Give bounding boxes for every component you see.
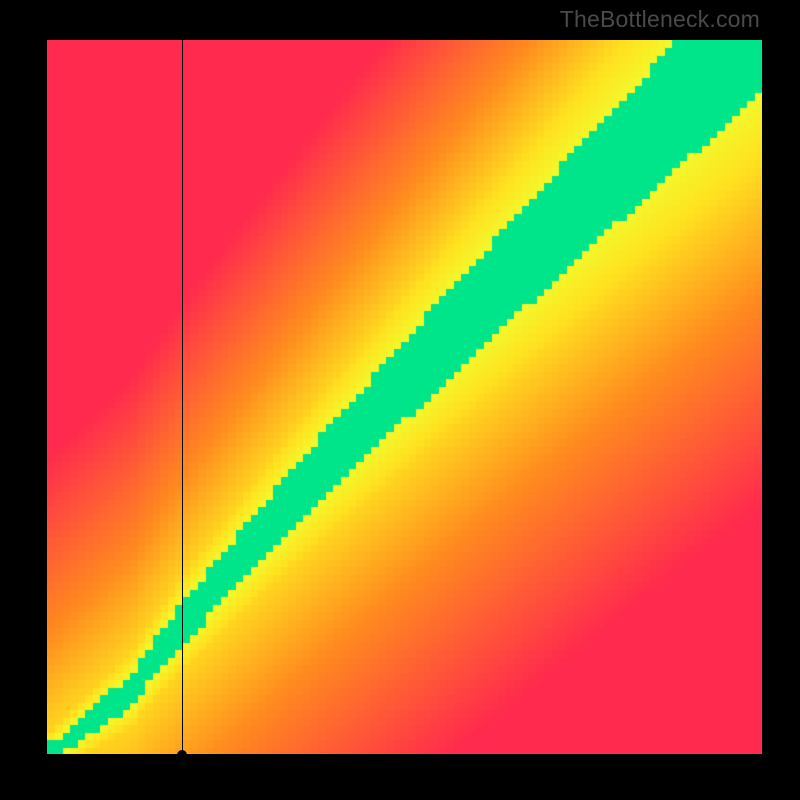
heatmap-canvas (47, 40, 762, 755)
crosshair-vertical (182, 40, 183, 755)
heatmap-plot (47, 40, 762, 755)
selection-marker (177, 750, 187, 760)
watermark-text: TheBottleneck.com (560, 6, 760, 33)
crosshair-horizontal (47, 754, 762, 755)
